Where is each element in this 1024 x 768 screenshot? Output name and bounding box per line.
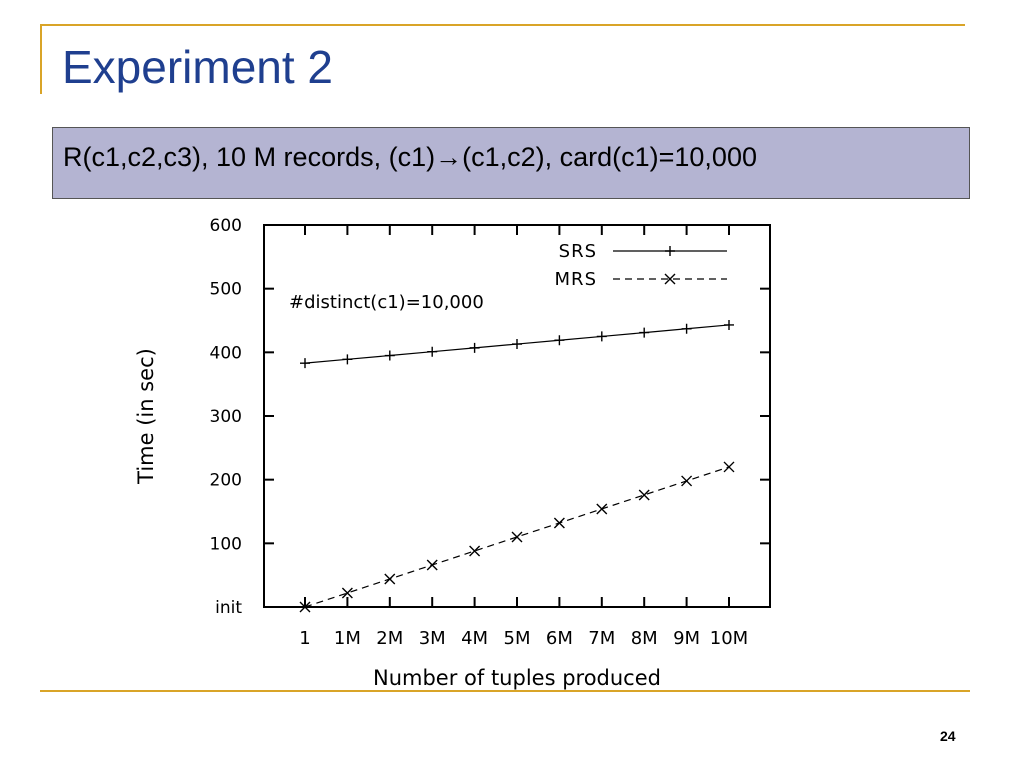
line-chart: init 100 200 300 400 500 600 1 1M 2M 3M 4M 5M 6M 7M 8M 9… [134,216,771,690]
legend-marker-srs [665,246,675,256]
x-tick-label: 4M [461,628,488,649]
data-point-srs [342,354,353,365]
y-tick-label: 200 [210,471,242,491]
data-point-mrs [681,475,693,487]
annotation-text: #distinct(c1)=10,000 [289,292,484,313]
x-tick-label: 8M [631,628,658,649]
y-tick-label: 500 [210,280,242,300]
data-point-srs [724,319,734,330]
x-tick-label: 6M [546,628,573,649]
data-point-mrs [553,517,565,529]
legend-label-srs: SRS [559,241,597,262]
page-number: 24 [940,728,956,744]
data-point-mrs [299,601,311,613]
data-point-mrs [723,461,735,473]
x-tick-label: 1 [299,628,310,649]
subtitle-box: R(c1,c2,c3), 10 M records, (c1)→(c1,c2),… [52,127,970,199]
subtitle-suffix: (c1,c2), card(c1)=10,000 [462,142,757,172]
data-point-srs [554,335,565,346]
subtitle-text: R(c1,c2,c3), 10 M records, (c1)→(c1,c2),… [63,142,757,173]
y-tick-label: 400 [210,343,242,363]
y-tick-label: init [215,598,242,618]
data-point-srs [384,350,395,361]
chart-container: init 100 200 300 400 500 600 1 1M 2M 3M 4M 5M 6M 7M 8M 9… [125,205,785,695]
y-tick-label: 100 [210,534,242,554]
y-axis-label: Time (in sec) [134,348,158,485]
title-left-rule [40,24,42,94]
data-point-mrs [341,587,353,599]
data-point-srs [427,346,438,357]
data-point-mrs [596,503,608,515]
x-axis-label: Number of tuples produced [373,666,661,690]
legend-label-mrs: MRS [555,269,597,290]
footer-rule [40,690,970,692]
x-tick-label: 1M [334,628,361,649]
subtitle-prefix: R(c1,c2,c3), 10 M records, (c1) [63,142,436,172]
data-point-srs [681,323,692,334]
slide-title: Experiment 2 [62,41,334,93]
data-point-mrs [426,559,438,571]
data-point-srs [469,342,480,353]
arrow-icon: → [435,142,463,172]
title-top-rule [40,24,965,26]
data-point-srs [300,358,310,369]
x-tick-label: 9M [673,628,700,649]
data-point-srs [596,331,607,342]
series-line-mrs [304,466,730,608]
x-tick-label: 10M [710,628,748,649]
x-tick-label: 5M [504,628,531,649]
x-tick-label: 2M [376,628,403,649]
plot-frame [263,224,771,608]
data-point-mrs [511,531,523,543]
x-tick-label: 3M [419,628,446,649]
legend-marker-mrs [664,273,676,285]
data-point-mrs [638,489,650,501]
data-point-srs [639,327,650,338]
x-tick-label: 7M [588,628,615,649]
y-tick-label: 300 [210,407,242,427]
data-point-mrs [469,545,481,557]
data-point-mrs [384,573,396,585]
data-point-srs [512,339,522,350]
y-tick-label: 600 [210,216,242,236]
